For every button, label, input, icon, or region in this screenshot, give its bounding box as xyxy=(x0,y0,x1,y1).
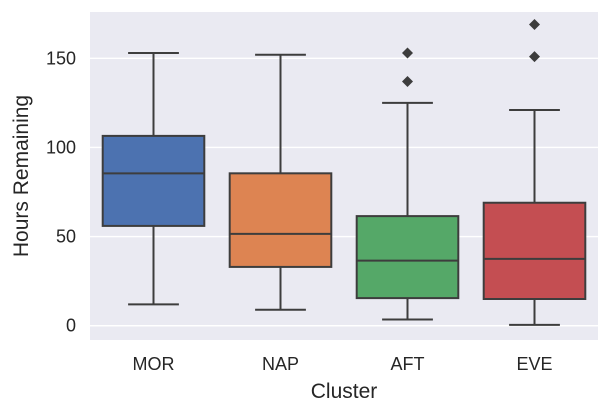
x-tick-label: EVE xyxy=(516,354,552,374)
x-tick-label: MOR xyxy=(133,354,175,374)
iqr-box xyxy=(355,215,460,300)
iqr-box xyxy=(228,172,333,268)
y-tick-label: 100 xyxy=(46,137,76,157)
y-tick-label: 0 xyxy=(66,316,76,336)
box-mor xyxy=(101,52,206,306)
outlier-point xyxy=(402,76,413,88)
box-nap xyxy=(228,53,333,311)
outlier-point xyxy=(529,18,540,30)
y-tick-label: 50 xyxy=(56,227,76,247)
boxes xyxy=(101,18,587,326)
y-tick-labels: 0 50 100 150 xyxy=(46,48,76,335)
outlier-point xyxy=(402,47,413,59)
y-axis-label: Hours Remaining xyxy=(10,95,33,257)
outlier-point xyxy=(529,51,540,63)
box-eve xyxy=(482,18,587,326)
x-axis-label: Cluster xyxy=(311,380,378,403)
x-tick-labels: MOR NAP AFT EVE xyxy=(133,354,553,374)
iqr-box xyxy=(482,201,587,301)
x-tick-label: NAP xyxy=(262,354,299,374)
y-tick-label: 150 xyxy=(46,48,76,68)
box-aft xyxy=(355,47,460,321)
iqr-box xyxy=(101,134,206,227)
x-tick-label: AFT xyxy=(391,354,425,374)
